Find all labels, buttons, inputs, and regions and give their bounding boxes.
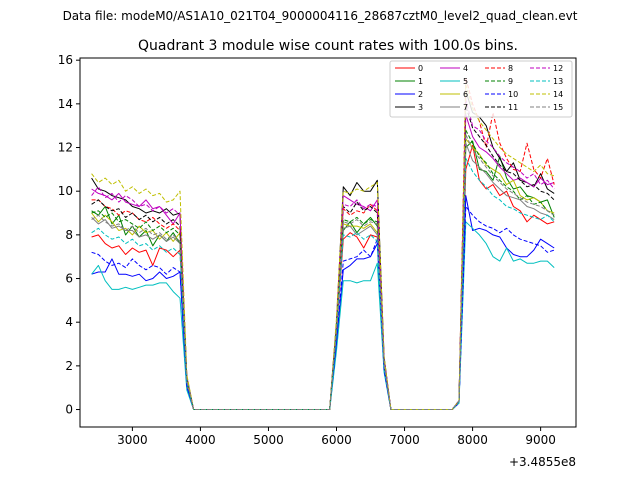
- chart-title: Quadrant 3 module wise count rates with …: [138, 38, 518, 54]
- legend-label-9: 9: [508, 77, 513, 86]
- x-tick-label: 4000: [185, 433, 216, 447]
- series-line-5: [91, 221, 555, 410]
- y-tick-label: 10: [58, 184, 73, 198]
- legend-box: [389, 60, 573, 118]
- series-line-7: [91, 142, 555, 410]
- series-line-1: [91, 140, 555, 410]
- x-tick-label: 9000: [525, 433, 556, 447]
- legend-label-0: 0: [418, 64, 423, 73]
- series-line-12: [91, 99, 555, 410]
- x-tick-label: 3000: [117, 433, 148, 447]
- series-line-4: [91, 114, 555, 410]
- y-tick-label: 4: [65, 315, 73, 329]
- series-line-15: [91, 133, 555, 410]
- plot-area: [91, 77, 555, 410]
- legend-label-3: 3: [418, 103, 423, 112]
- y-tick-label: 6: [65, 272, 73, 286]
- series-line-10: [91, 206, 555, 410]
- x-tick-label: 8000: [457, 433, 488, 447]
- legend-label-5: 5: [463, 77, 468, 86]
- legend-label-14: 14: [553, 90, 563, 99]
- suptitle: Data file: modeM0/AS1A10_021T04_90000041…: [63, 9, 578, 23]
- x-offset-label: +3.4855e8: [509, 455, 576, 469]
- legend-label-4: 4: [463, 64, 468, 73]
- y-tick-label: 16: [58, 53, 73, 67]
- legend-label-8: 8: [508, 64, 513, 73]
- x-tick-label: 5000: [253, 433, 284, 447]
- legend-label-1: 1: [418, 77, 423, 86]
- series-line-13: [91, 157, 555, 410]
- series-line-2: [91, 195, 555, 410]
- y-tick-label: 8: [65, 228, 73, 242]
- y-tick-label: 14: [58, 97, 73, 111]
- legend-label-15: 15: [553, 103, 563, 112]
- legend-label-7: 7: [463, 103, 468, 112]
- x-tick-label: 7000: [389, 433, 420, 447]
- legend-label-2: 2: [418, 90, 423, 99]
- series-line-9: [91, 129, 555, 410]
- axis-ticks: 3000 4000 5000 6000 7000 8000 9000024681012141…: [58, 53, 556, 447]
- y-tick-label: 2: [65, 359, 73, 373]
- legend-label-10: 10: [508, 90, 518, 99]
- legend-label-12: 12: [553, 64, 563, 73]
- y-tick-label: 0: [65, 403, 73, 417]
- legend-label-6: 6: [463, 90, 468, 99]
- legend-label-11: 11: [508, 103, 518, 112]
- legend-label-13: 13: [553, 77, 563, 86]
- series-line-8: [91, 77, 555, 410]
- x-tick-label: 6000: [321, 433, 352, 447]
- axes-frame: [79, 57, 577, 428]
- series-line-6: [91, 138, 555, 410]
- y-tick-label: 12: [58, 141, 73, 155]
